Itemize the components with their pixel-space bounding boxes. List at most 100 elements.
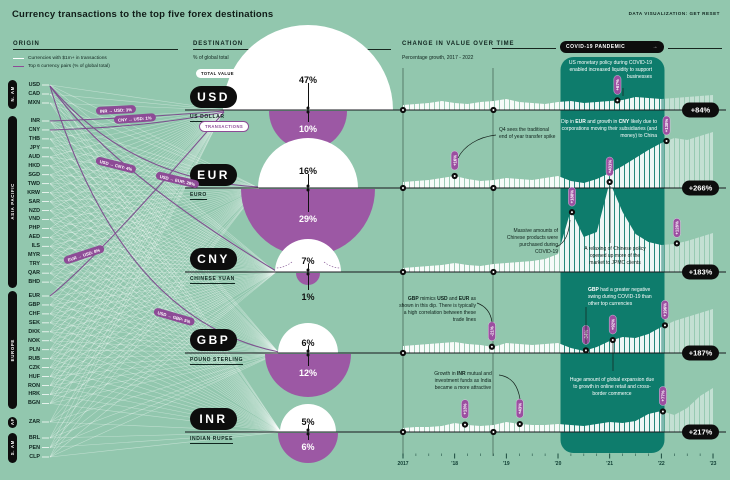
flow-line [49,174,282,433]
data-marker-center [402,431,404,433]
flow-line [49,174,280,354]
flow-line [49,187,260,341]
credit-text: DATA VISUALIZATION: GET RESET [628,11,720,16]
flow-line [49,102,282,433]
flow-line [49,187,260,404]
axis-label-23: '23 [709,461,717,467]
flow-line [49,109,225,350]
flow-line [49,201,280,354]
flow-line [49,156,277,273]
flow-line [49,352,280,377]
origin-currency-qar: QAR [28,270,40,277]
page-title: Currency transactions to the top five fo… [12,9,274,20]
value-pill-label: +188% [570,190,575,204]
flow-line [49,331,282,433]
flow-line [49,271,277,333]
flow-line [49,352,280,439]
flow-line [49,187,260,448]
flow-line [49,271,277,395]
value-pill [662,115,671,136]
transactions-pct-inr: 6% [301,441,315,452]
origin-currency-pen: PEN [28,444,40,451]
total-value-pct-gbp: 6% [301,337,315,348]
total-value-pct-inr: 5% [301,417,315,427]
flow-line [49,271,277,306]
flow-line [49,254,280,354]
flow-line [49,431,282,458]
pct-connector-dot [306,106,310,110]
flow-line [49,271,277,377]
flow-line [49,376,282,433]
area-projection-gbp [661,309,713,353]
origin-currency-usd: USD [28,82,40,88]
dashed-arc [323,261,341,269]
purple-line-swatch [13,65,24,68]
flow-line [49,237,282,433]
data-marker-center [675,242,678,245]
origin-currency-bgn: BGN [28,400,40,407]
flow-line [49,192,280,354]
destination-section-label: DESTINATION [193,41,244,47]
data-marker-center [584,349,587,352]
total-value-pct-eur: 16% [298,165,318,176]
flow-line [49,109,225,220]
data-marker-center [665,140,668,142]
flow-line [49,109,225,247]
data-marker-center [402,109,404,111]
annotation-a9: Huge amount of global expansion due to g… [569,377,655,397]
flow-line [49,263,277,273]
flow-line [49,187,260,368]
data-marker-center [608,181,611,183]
flow-line [49,109,225,184]
origin-currency-jpy: JPY [29,144,40,151]
flow-line [49,84,282,433]
flow-line [49,313,280,354]
flow-line [49,187,260,238]
origin-currency-thb: THB [28,135,40,142]
legend-currencies: Currencies with $1m+ in transactions [13,56,107,61]
flow-line [49,187,260,283]
origin-currency-nzd: NZD [28,207,40,214]
axis-label-18: '18 [451,461,459,467]
flow-line [49,352,280,458]
growth-pill-gbp: +187% [682,345,719,361]
flow-line [49,109,225,193]
origin-group-europe: EUROPE [8,290,17,409]
annotation-a5: A relaxing of Chinese policy opened up m… [584,246,646,266]
transactions-pct-eur: 29% [298,214,318,225]
origin-currency-chf: CHF [28,310,40,317]
annotation-a6: GBP mimics USD and EUR as shown in this … [399,296,476,323]
pct-connector-dot [306,110,310,114]
origin-currency-gbp: GBP [28,301,40,308]
flow-line [49,219,277,273]
flow-line [49,165,280,354]
flow-line [49,187,260,386]
destination-pill-eur: EUR [190,163,237,186]
total-value-pct-usd: 47% [298,74,318,85]
flow-line [49,271,277,439]
flow-line [49,187,260,220]
flow-line [49,263,280,354]
value-pill [605,156,614,177]
origin-currency-hkd: HKD [28,162,40,169]
data-marker-center [492,109,495,111]
flow-line [49,109,225,211]
annotation-a7: GBP had a greater negative swing during … [588,287,652,307]
flow-line [49,271,277,342]
flow-line [49,84,280,354]
flow-line [49,109,225,395]
flow-line [49,322,280,354]
flow-line [49,187,260,423]
pct-connector-dot [306,428,310,432]
flow-line [49,228,282,433]
annotation-a2: Dip in EUR and growth in CNY likely due … [561,119,657,139]
growth-pill-usd: +84% [682,102,719,118]
origin-group-asia-pacific: ASIA PACIFIC [8,115,17,288]
origin-currency-cad: CAD [28,91,40,97]
area-gbp [403,327,662,353]
origin-section-label: ORIGIN [13,41,40,47]
pct-connector-dot [306,349,310,353]
destination-pill-inr: INR [190,407,237,430]
flow-line [49,109,225,256]
